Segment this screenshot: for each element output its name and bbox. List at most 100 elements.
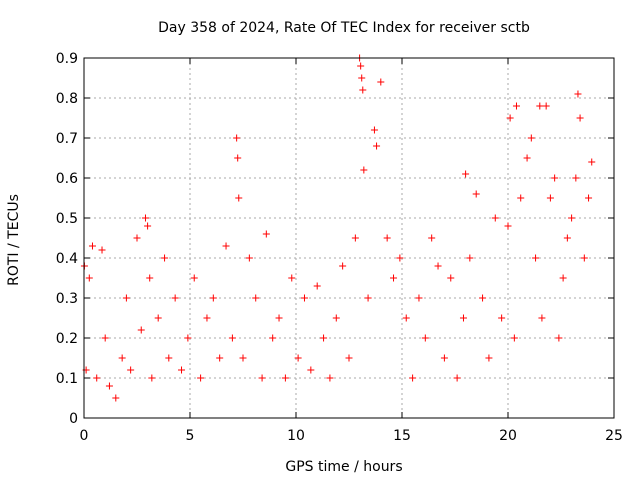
data-point: [472, 190, 480, 198]
data-point: [434, 262, 442, 270]
data-point: [148, 374, 156, 382]
data-point: [360, 166, 368, 174]
data-point: [313, 282, 321, 290]
data-point: [421, 334, 429, 342]
data-point: [370, 126, 378, 134]
x-tick-label: 10: [287, 428, 305, 444]
y-tick-label: 0.7: [56, 131, 78, 147]
data-point: [517, 194, 525, 202]
data-point: [506, 114, 514, 122]
data-point: [574, 90, 582, 98]
data-point: [453, 374, 461, 382]
y-tick-label: 0.4: [56, 251, 78, 267]
data-point: [572, 174, 580, 182]
data-point: [294, 354, 302, 362]
data-point: [580, 254, 588, 262]
data-point: [377, 78, 385, 86]
y-tick-label: 0.6: [56, 171, 78, 187]
data-point: [239, 354, 247, 362]
data-point: [491, 214, 499, 222]
data-point: [485, 354, 493, 362]
x-tick-label: 5: [186, 428, 195, 444]
data-point: [93, 374, 101, 382]
data-point: [165, 354, 173, 362]
data-point: [332, 314, 340, 322]
data-point: [357, 62, 365, 70]
data-point: [184, 334, 192, 342]
data-point: [161, 254, 169, 262]
data-point: [112, 394, 120, 402]
data-point: [563, 234, 571, 242]
y-tick-label: 0.9: [56, 51, 78, 67]
data-point: [144, 222, 152, 230]
data-point: [576, 114, 584, 122]
data-point: [258, 374, 266, 382]
data-point: [122, 294, 130, 302]
data-point: [118, 354, 126, 362]
x-axis-ticks: 0 5 10 15 20 25: [80, 58, 623, 444]
data-point: [538, 314, 546, 322]
data-point: [358, 74, 366, 82]
data-point: [98, 246, 106, 254]
data-point: [542, 102, 550, 110]
data-point: [527, 134, 535, 142]
x-tick-label: 15: [393, 428, 411, 444]
data-point: [320, 334, 328, 342]
data-point: [568, 214, 576, 222]
data-point: [440, 354, 448, 362]
data-point: [588, 158, 596, 166]
data-point: [235, 194, 243, 202]
data-point: [178, 366, 186, 374]
data-point: [351, 234, 359, 242]
x-axis-label: GPS time / hours: [285, 459, 402, 475]
data-points: [80, 54, 596, 402]
y-axis-ticks: 0 0.1 0.2 0.3 0.4 0.5 0.6 0.7 0.8 0.9: [56, 51, 614, 427]
data-point: [555, 334, 563, 342]
data-point: [288, 274, 296, 282]
data-point: [141, 214, 149, 222]
data-point: [209, 294, 217, 302]
data-point: [359, 86, 367, 94]
data-point: [532, 254, 540, 262]
data-point: [479, 294, 487, 302]
data-point: [447, 274, 455, 282]
data-point: [373, 142, 381, 150]
data-point: [415, 294, 423, 302]
grid-lines: [84, 58, 614, 418]
y-tick-label: 0: [69, 411, 78, 427]
data-point: [171, 294, 179, 302]
data-point: [281, 374, 289, 382]
data-point: [154, 314, 162, 322]
data-point: [498, 314, 506, 322]
data-point: [85, 274, 93, 282]
data-point: [101, 334, 109, 342]
data-point: [233, 134, 241, 142]
data-point: [275, 314, 283, 322]
data-point: [345, 354, 353, 362]
data-point: [190, 274, 198, 282]
data-point: [203, 314, 211, 322]
data-point: [383, 234, 391, 242]
x-tick-label: 25: [605, 428, 623, 444]
data-point: [88, 242, 96, 250]
data-point: [559, 274, 567, 282]
data-point: [396, 254, 404, 262]
data-point: [364, 294, 372, 302]
data-point: [307, 366, 315, 374]
data-point: [262, 230, 270, 238]
y-axis-label: ROTI / TECUs: [6, 194, 22, 286]
data-point: [504, 222, 512, 230]
data-point: [462, 170, 470, 178]
y-tick-label: 0.5: [56, 211, 78, 227]
data-point: [459, 314, 467, 322]
y-tick-label: 0.8: [56, 91, 78, 107]
plot-frame: [83, 57, 615, 419]
data-point: [228, 334, 236, 342]
data-point: [390, 274, 398, 282]
data-point: [133, 234, 141, 242]
data-point: [216, 354, 224, 362]
data-point: [536, 102, 544, 110]
data-point: [127, 366, 135, 374]
data-point: [146, 274, 154, 282]
y-tick-label: 0.2: [56, 331, 78, 347]
